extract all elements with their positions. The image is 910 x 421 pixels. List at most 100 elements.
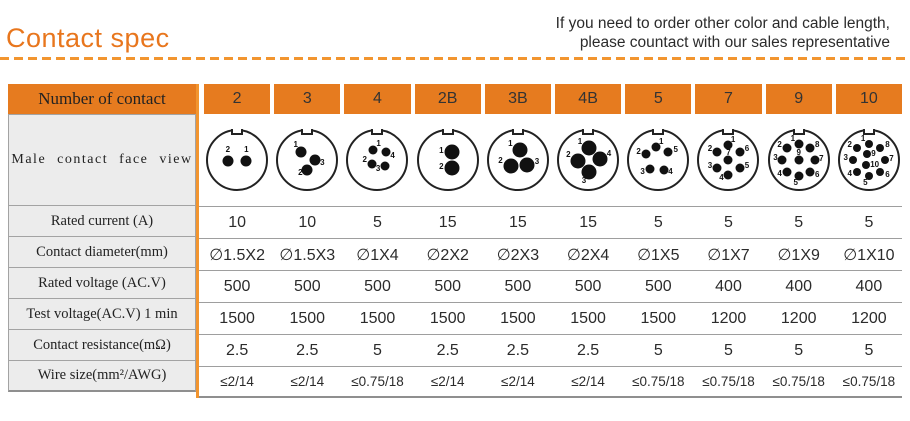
page-title: Contact spec [6, 23, 170, 53]
pin-dot-5 [735, 163, 745, 173]
spec-value-cell: 1500 [429, 309, 466, 327]
row-label: Rated current (A) [8, 205, 196, 237]
pin-dot-8 [805, 143, 815, 153]
spec-value-cell: 15 [579, 213, 597, 231]
table-header-label: Number of contact [8, 84, 196, 114]
spec-value-cell: ∅1.5X3 [279, 246, 336, 264]
page-header: Contact spec If you need to order other … [0, 0, 910, 57]
pin-number-2: 2 [225, 145, 231, 155]
spec-value-cell: 2.5 [436, 341, 459, 359]
row-label: Contact diameter(mm) [8, 236, 196, 268]
pin-dot-9 [794, 155, 804, 165]
spec-value-cell: 1200 [710, 309, 747, 327]
order-note-line-2: please countact with our sales represent… [579, 34, 890, 51]
spec-value-cell: 5 [373, 213, 382, 231]
spec-value-cell: 2.5 [506, 341, 530, 359]
spec-value-cell: ≤0.75/18 [702, 374, 755, 389]
column-header-4: 4 [344, 84, 411, 114]
pin-number-1: 1 [244, 145, 249, 155]
spec-value-cell: 1200 [780, 309, 817, 327]
pin-dot-1 [723, 140, 733, 150]
pin-number-2: 2 [707, 143, 713, 153]
pin-dot-1 [651, 142, 661, 152]
pin-number-8: 8 [815, 139, 820, 149]
spec-value-cell: 1500 [570, 309, 606, 327]
pin-number-2: 2 [847, 139, 852, 149]
pin-number-10: 10 [870, 160, 880, 170]
spec-value-cell: 500 [504, 277, 532, 295]
row-label-face-view: Male contact face view [8, 114, 196, 206]
pin-dot-2 [367, 159, 377, 169]
keyway-notch-icon [371, 129, 384, 135]
pin-dot-7 [881, 156, 890, 164]
column-header-3: 3 [274, 84, 341, 114]
pin-dot-3 [712, 163, 722, 173]
pin-number-7: 7 [819, 153, 824, 163]
pin-dot-10 [861, 160, 870, 169]
pin-number-4: 4 [390, 150, 395, 160]
pin-number-5: 5 [793, 177, 799, 187]
pin-number-3: 3 [707, 160, 713, 170]
order-note: If you need to order other color and cab… [556, 14, 890, 52]
spec-value-cell: 10 [228, 213, 246, 231]
pin-dot-1 [581, 140, 597, 156]
spec-value-cell: 1500 [289, 309, 326, 327]
spec-value-cell: ∅1X5 [637, 246, 680, 264]
divider-vertical-orange [196, 84, 199, 398]
spec-value-cell: 1200 [851, 309, 887, 327]
spec-value-cell: 2.5 [576, 341, 600, 359]
column-header-10: 10 [835, 84, 902, 114]
connector-face-7: 1 2 6 7 3 5 4 [697, 129, 760, 191]
pin-number-6: 6 [885, 170, 890, 180]
row-label: Test voltage(AC.V) 1 min [8, 298, 196, 330]
pin-dot-2 [570, 153, 586, 169]
pin-dot-3 [645, 164, 655, 174]
column-header-2: 2 [204, 84, 271, 114]
pin-dot-5 [794, 171, 804, 181]
column-header-9: 9 [765, 84, 832, 114]
spec-value-row-5: ≤2/14 ≤2/14 ≤0.75/18 ≤2/14 ≤2/14 ≤2/14 ≤0.75/1… [199, 366, 902, 398]
pin-dot-6 [735, 147, 745, 157]
pin-dot-6 [876, 167, 885, 176]
pin-number-1: 1 [658, 137, 664, 147]
pin-number-2: 2 [498, 156, 503, 166]
pin-dot-1 [295, 146, 307, 158]
pin-dot-2 [853, 144, 862, 153]
pin-number-4: 4 [668, 166, 673, 176]
pin-dot-1 [240, 155, 252, 167]
pin-dot-2 [222, 155, 234, 167]
keyway-notch-icon [301, 129, 314, 135]
keyway-notch-icon [441, 129, 454, 135]
keyway-notch-icon [231, 129, 244, 135]
pin-number-4: 4 [719, 172, 724, 182]
keyway-notch-icon [582, 129, 595, 135]
divider-dashed-orange [0, 57, 910, 60]
face-cell-10: 1 8 7 6 5 4 3 2 9 10 [836, 129, 902, 191]
row-label: Contact resistance(mΩ) [8, 329, 196, 361]
spec-value-cell: 2.5 [225, 341, 249, 359]
pin-number-1: 1 [577, 137, 583, 147]
pin-number-5: 5 [744, 160, 750, 170]
spec-value-row-1: ∅1.5X2 ∅1.5X3 ∅1X4 ∅2X2 ∅2X3 ∅2X4 ∅1X5 ∅1X7 ∅1X9… [199, 238, 902, 270]
pin-number-2: 2 [636, 146, 641, 156]
row-label-column: Number of contact Male contact face view… [8, 84, 196, 398]
spec-value-row-4: 2.5 2.5 5 2.5 2.5 2.5 5 5 5 5 [199, 334, 902, 366]
pin-dot-1 [864, 139, 873, 148]
pin-number-2: 2 [777, 139, 782, 149]
pin-number-4: 4 [777, 168, 782, 178]
spec-value-row-0: 10 10 5 15 15 15 5 5 5 5 [199, 206, 902, 238]
pin-dot-5 [864, 172, 873, 181]
face-cell-5: 1 2 5 3 4 [625, 129, 691, 191]
spec-value-cell: 5 [653, 213, 663, 231]
pin-dot-2 [301, 164, 313, 176]
column-header-4B: 4B [554, 84, 622, 114]
spec-value-cell: ≤2/14 [571, 374, 605, 389]
spec-value-cell: 500 [364, 277, 391, 295]
spec-value-cell: ≤0.75/18 [632, 374, 685, 389]
spec-value-cell: 500 [223, 277, 251, 295]
column-header-row: 2 3 4 2B 3B 4B 5 7 9 10 [199, 84, 902, 114]
